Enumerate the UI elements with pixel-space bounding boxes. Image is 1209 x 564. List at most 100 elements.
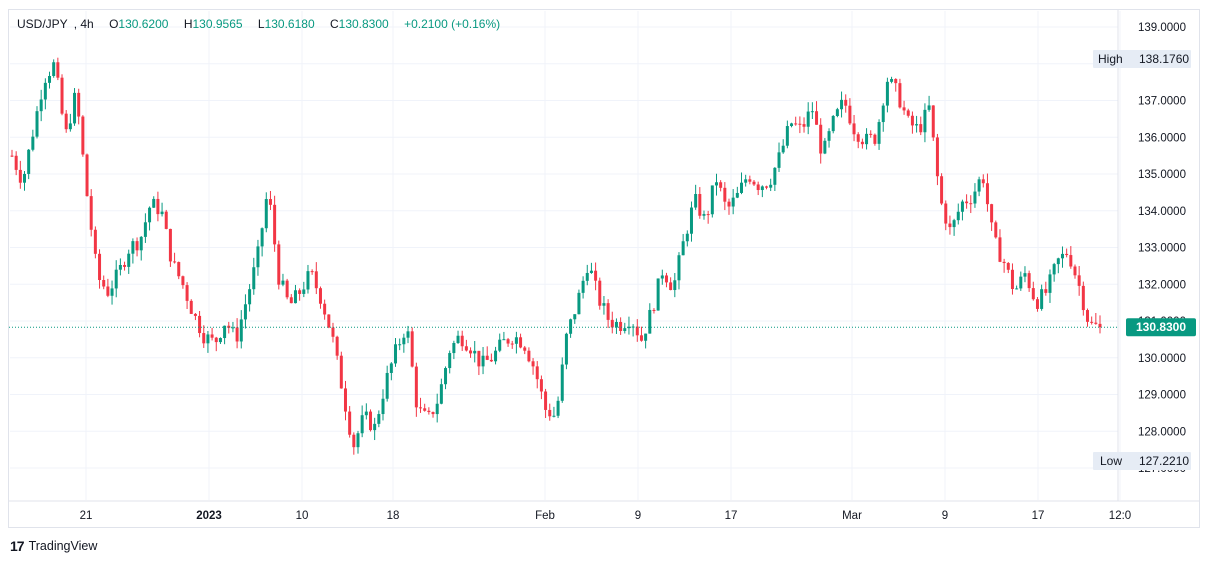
- legend-low: L130.6180: [257, 17, 315, 31]
- candle-body: [127, 253, 131, 267]
- candle-body: [148, 207, 152, 223]
- candle-body: [223, 325, 227, 339]
- legend-high: H130.9565: [183, 17, 243, 31]
- candle-body: [444, 368, 448, 385]
- candle-body: [327, 314, 331, 328]
- candle-body: [560, 364, 564, 401]
- candle-body: [985, 183, 989, 205]
- candle-body: [510, 343, 514, 345]
- candle-body: [894, 79, 898, 84]
- candle-body: [364, 411, 368, 416]
- candle-body: [202, 333, 206, 344]
- candle-body: [181, 276, 185, 286]
- candle-body: [185, 285, 189, 301]
- candle-body: [635, 326, 639, 336]
- candle-body: [23, 173, 27, 183]
- candle-body: [731, 197, 735, 207]
- time-axis[interactable]: 21 2023 10 18 Feb 9 17 Mar 9 17 12:0: [80, 510, 1132, 522]
- candle-body: [689, 207, 693, 234]
- candle-body: [890, 79, 894, 82]
- candle-body: [681, 241, 685, 256]
- candle-body: [131, 241, 135, 254]
- candle-body: [598, 280, 602, 306]
- candle-body: [1077, 275, 1081, 286]
- candle-body: [1073, 266, 1077, 276]
- candle-body: [848, 105, 852, 124]
- candle-body: [85, 154, 89, 197]
- tradingview-brand[interactable]: 17 TradingView: [10, 538, 97, 554]
- candle-body: [827, 131, 831, 141]
- candle-body: [389, 363, 393, 373]
- candle-body: [869, 133, 873, 135]
- candle-body: [677, 255, 681, 281]
- candle-body: [469, 350, 473, 354]
- candle-body: [410, 331, 414, 367]
- candle-body: [1010, 269, 1014, 289]
- candle-body: [769, 184, 773, 188]
- candle-body: [314, 271, 318, 289]
- candle-body: [514, 337, 518, 344]
- candle-body: [377, 414, 381, 424]
- chart-frame[interactable]: [8, 9, 1200, 528]
- candle-body: [402, 337, 406, 345]
- candle-body: [1060, 253, 1064, 259]
- candle-body: [569, 319, 573, 334]
- time-tick-label: 12:0: [1109, 510, 1131, 522]
- time-tick-label: 9: [635, 510, 641, 522]
- candle-body: [343, 388, 347, 412]
- candle-body: [414, 366, 418, 408]
- candle-body: [31, 136, 35, 150]
- candle-body: [835, 109, 839, 117]
- legend-close: C130.8300: [329, 17, 389, 31]
- candle-body: [744, 179, 748, 183]
- candle-body: [206, 334, 210, 344]
- candle-body: [1048, 274, 1052, 293]
- candle-body: [285, 280, 289, 298]
- candle-body: [43, 82, 47, 100]
- candle-body: [1065, 253, 1069, 256]
- low-tag: Low 127.2210: [1093, 452, 1191, 470]
- candle-body: [114, 269, 118, 289]
- candle-body: [352, 434, 356, 448]
- legend-open: O130.6200: [109, 17, 169, 31]
- candle-body: [448, 353, 452, 369]
- candle-body: [298, 290, 302, 294]
- candle-body: [606, 303, 610, 320]
- candle-body: [965, 201, 969, 204]
- candle-body: [815, 111, 819, 125]
- candle-body: [1006, 263, 1010, 270]
- candle-body: [243, 304, 247, 320]
- price-axis[interactable]: 139.0000138.0000137.0000136.0000135.0000…: [1138, 22, 1186, 475]
- candle-body: [577, 292, 581, 315]
- price-tick-label: 129.0000: [1138, 390, 1186, 402]
- candle-body: [135, 241, 139, 251]
- candle-body: [1056, 258, 1060, 265]
- candle-body: [139, 236, 143, 251]
- price-tick-label: 135.0000: [1138, 169, 1186, 181]
- symbol-legend[interactable]: USD/JPY, 4h O130.6200 H130.9565 L130.618…: [17, 17, 506, 31]
- candle-body: [785, 126, 789, 146]
- candle-body: [765, 186, 769, 188]
- candle-body: [573, 314, 577, 320]
- price-tick-label: 139.0000: [1138, 22, 1186, 34]
- candle-body: [506, 339, 510, 344]
- candle-body: [865, 133, 869, 145]
- candle-body: [214, 337, 218, 343]
- candle-body: [819, 124, 823, 154]
- candle-body: [719, 182, 723, 188]
- candle-body: [193, 313, 197, 316]
- candle-body: [464, 346, 468, 351]
- candle-body: [14, 155, 18, 170]
- candle-body: [756, 184, 760, 191]
- candle-body: [623, 328, 627, 332]
- candle-body: [423, 408, 427, 411]
- candle-body: [948, 223, 952, 228]
- candle-body: [494, 350, 498, 362]
- candle-body: [156, 198, 160, 215]
- candle-body: [685, 233, 689, 242]
- candle-body: [552, 415, 556, 417]
- candle-body: [160, 211, 164, 215]
- candle-body: [527, 350, 531, 362]
- candle-body: [48, 75, 52, 83]
